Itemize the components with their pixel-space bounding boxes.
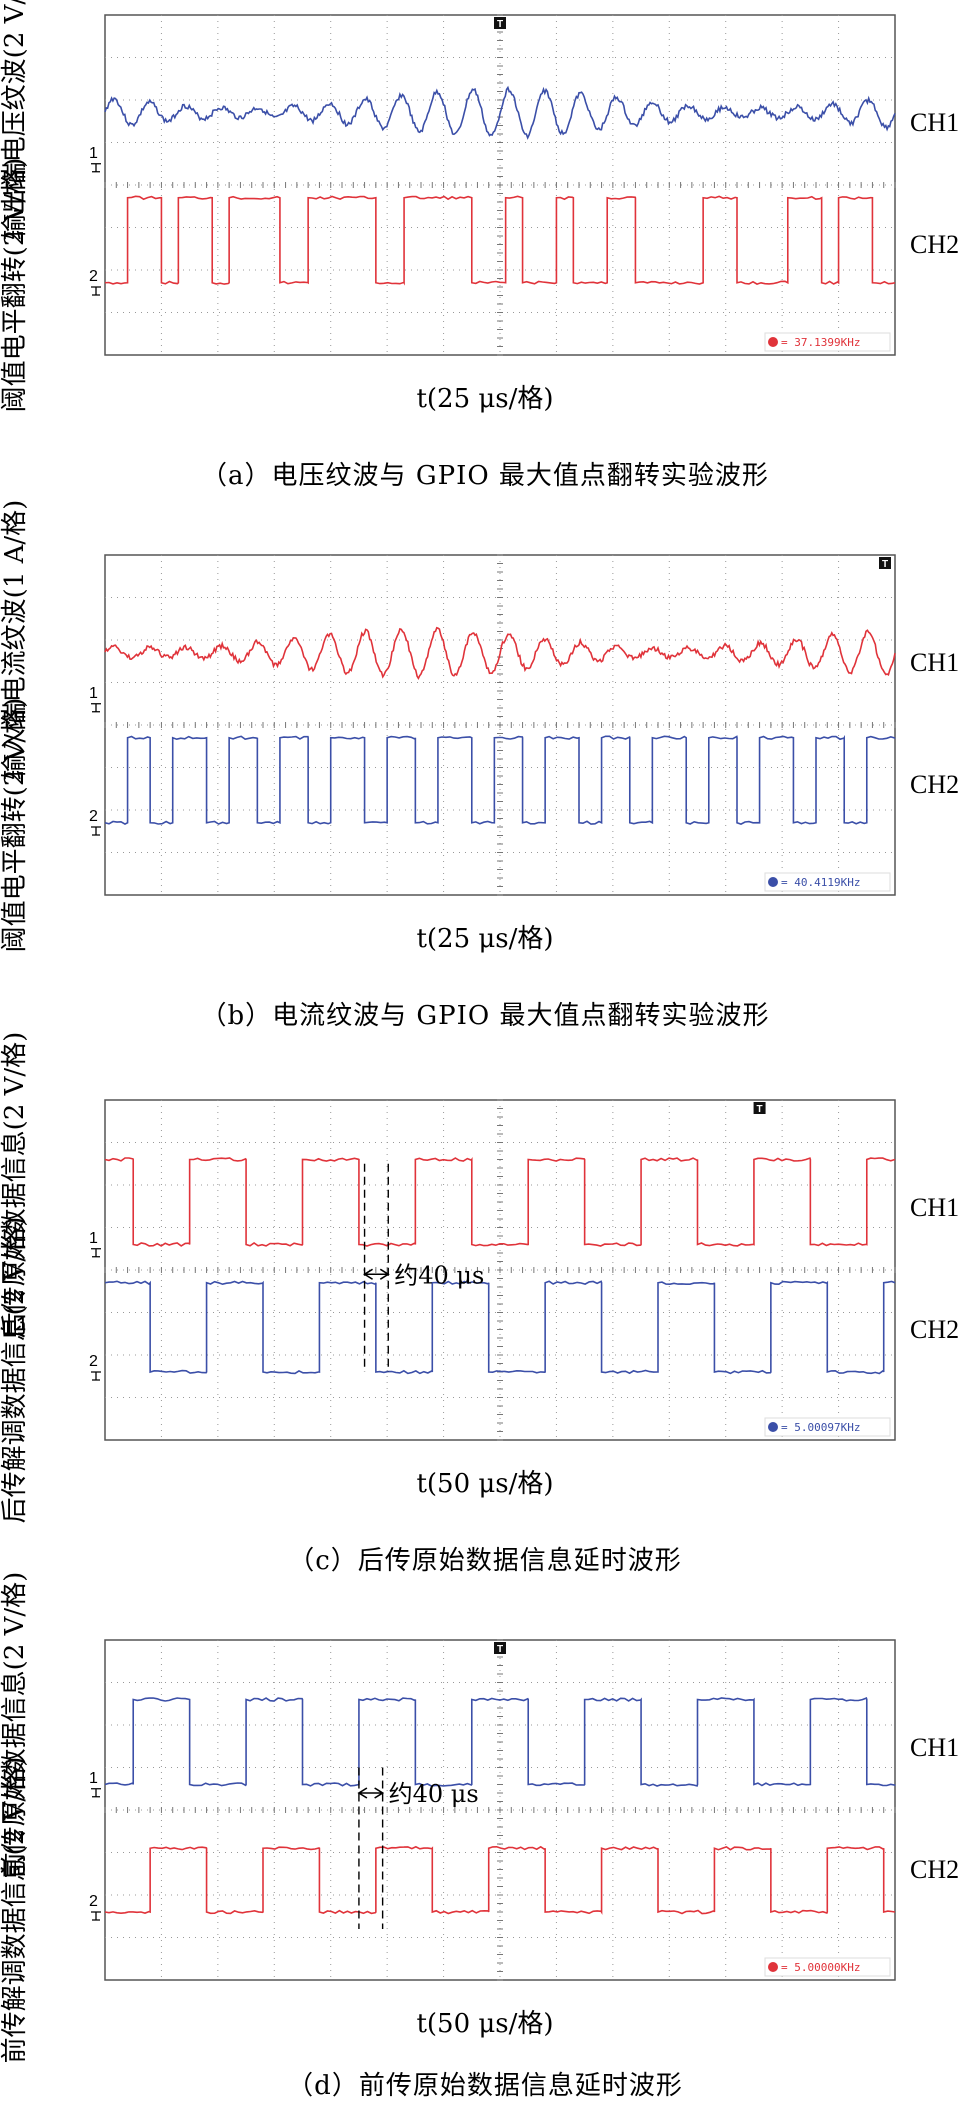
freq-icon bbox=[768, 337, 778, 347]
ch2-ground-marker-icon bbox=[91, 1371, 101, 1381]
scope-d: T 1 2 约40 μs = 5.00000KHz bbox=[89, 1639, 896, 1981]
scope-a: T 1 2 = 37.1399KHz bbox=[89, 14, 896, 356]
ch1-trace bbox=[104, 626, 896, 680]
freq-readout: = 40.4119KHz bbox=[781, 876, 860, 889]
xlabel-c: t(50 μs/格) bbox=[416, 1469, 554, 1499]
ch1-label-a: CH1 bbox=[910, 108, 960, 137]
panel-a: T 1 2 = 37.1399KHz 输出端电压纹波(2 V/格) 阈值电平翻转(2 … bbox=[0, 0, 970, 500]
ch1-trace bbox=[104, 1157, 896, 1247]
ch1-ground-marker-icon bbox=[91, 1248, 101, 1258]
panel-d: T 1 2 约40 μs = 5.00000KHz 前传原始数据信息(2 V/格) 前传… bbox=[0, 1572, 970, 2105]
ch2-ground-marker: 2 bbox=[89, 1353, 98, 1370]
freq-readout-box bbox=[764, 1957, 891, 1977]
freq-readout-box bbox=[764, 1417, 891, 1437]
freq-readout: = 37.1399KHz bbox=[781, 336, 860, 349]
ch2-ground-marker-icon bbox=[91, 826, 101, 836]
ch1-ground-marker: 1 bbox=[89, 1230, 98, 1247]
ch1-label-b: CH1 bbox=[910, 648, 960, 677]
trigger-marker bbox=[494, 17, 506, 29]
trigger-marker bbox=[494, 1642, 506, 1654]
freq-readout: = 5.00097KHz bbox=[781, 1421, 860, 1434]
xlabel-d: t(50 μs/格) bbox=[416, 2009, 554, 2039]
ch1-ground-marker-icon bbox=[91, 163, 101, 173]
ch2-label-b: CH2 bbox=[910, 770, 960, 799]
xlabel-a: t(25 μs/格) bbox=[416, 384, 554, 414]
freq-readout-box bbox=[764, 332, 891, 352]
panel-b: T 1 2 = 40.4119KHz 输入端电流纹波(1 A/格) 阈值电平翻转(2 … bbox=[0, 500, 970, 1040]
caption-c: （c）后传原始数据信息延时波形 bbox=[288, 1546, 682, 1576]
ch1-ground-marker-icon bbox=[91, 1788, 101, 1798]
scope-c: T 1 2 约40 μs = 5.00097KHz bbox=[89, 1099, 896, 1441]
scope-grid-b: T 1 2 = 40.4119KHz bbox=[89, 554, 896, 896]
scope-grid-a: T 1 2 = 37.1399KHz bbox=[89, 14, 896, 356]
ch1-label-d: CH1 bbox=[910, 1733, 960, 1762]
freq-icon bbox=[768, 877, 778, 887]
freq-readout: = 5.00000KHz bbox=[781, 1961, 860, 1974]
ch2-label-d: CH2 bbox=[910, 1855, 960, 1884]
ch2-ground-marker-icon bbox=[91, 286, 101, 296]
ch2-ground-marker: 2 bbox=[89, 1893, 98, 1910]
ch1-ground-marker: 1 bbox=[89, 145, 98, 162]
scope-b: T 1 2 = 40.4119KHz bbox=[89, 554, 896, 896]
trigger-label: T bbox=[757, 1104, 763, 1115]
freq-icon bbox=[768, 1962, 778, 1972]
trigger-label: T bbox=[497, 1644, 503, 1655]
trigger-label: T bbox=[497, 19, 503, 30]
ch2-trace bbox=[104, 195, 896, 286]
ch2-trace bbox=[104, 1280, 896, 1375]
ch2-trace bbox=[104, 734, 896, 826]
ch2-trace bbox=[104, 1845, 896, 1915]
ch1-trace bbox=[104, 1697, 896, 1787]
ch2-label-a: CH2 bbox=[910, 230, 960, 259]
trigger-label: T bbox=[882, 559, 888, 570]
scope-grid-c: T 1 2 约40 μs = 5.00097KHz bbox=[89, 1099, 896, 1441]
delay-arrow bbox=[357, 1787, 385, 1799]
delay-arrow bbox=[363, 1268, 390, 1280]
ch1-ground-marker: 1 bbox=[89, 1770, 98, 1787]
trigger-marker bbox=[753, 1102, 766, 1114]
ch2-ground-marker: 2 bbox=[89, 808, 98, 825]
ch1-trace bbox=[104, 85, 896, 140]
freq-icon bbox=[768, 1422, 778, 1432]
delay-annotation: 约40 μs bbox=[389, 1780, 479, 1808]
freq-readout-box bbox=[764, 872, 891, 892]
ch1-label-c: CH1 bbox=[910, 1193, 960, 1222]
scope-grid-d: T 1 2 约40 μs = 5.00000KHz bbox=[89, 1639, 896, 1981]
panel-c: T 1 2 约40 μs = 5.00097KHz 后传原始数据信息(2 V/格) 后传… bbox=[0, 1032, 970, 1585]
ch2-ground-marker-icon bbox=[91, 1911, 101, 1921]
delay-annotation: 约40 μs bbox=[394, 1261, 484, 1289]
xlabel-b: t(25 μs/格) bbox=[416, 924, 554, 954]
caption-d: （d）前传原始数据信息延时波形 bbox=[287, 2071, 683, 2101]
ch2-ground-marker: 2 bbox=[89, 268, 98, 285]
ch1-ground-marker: 1 bbox=[89, 685, 98, 702]
trigger-marker bbox=[879, 557, 891, 569]
caption-a: （a）电压纹波与 GPIO 最大值点翻转实验波形 bbox=[201, 461, 769, 491]
ch1-ground-marker-icon bbox=[91, 703, 101, 713]
caption-b: （b）电流纹波与 GPIO 最大值点翻转实验波形 bbox=[200, 1001, 770, 1031]
ch2-label-c: CH2 bbox=[910, 1315, 960, 1344]
